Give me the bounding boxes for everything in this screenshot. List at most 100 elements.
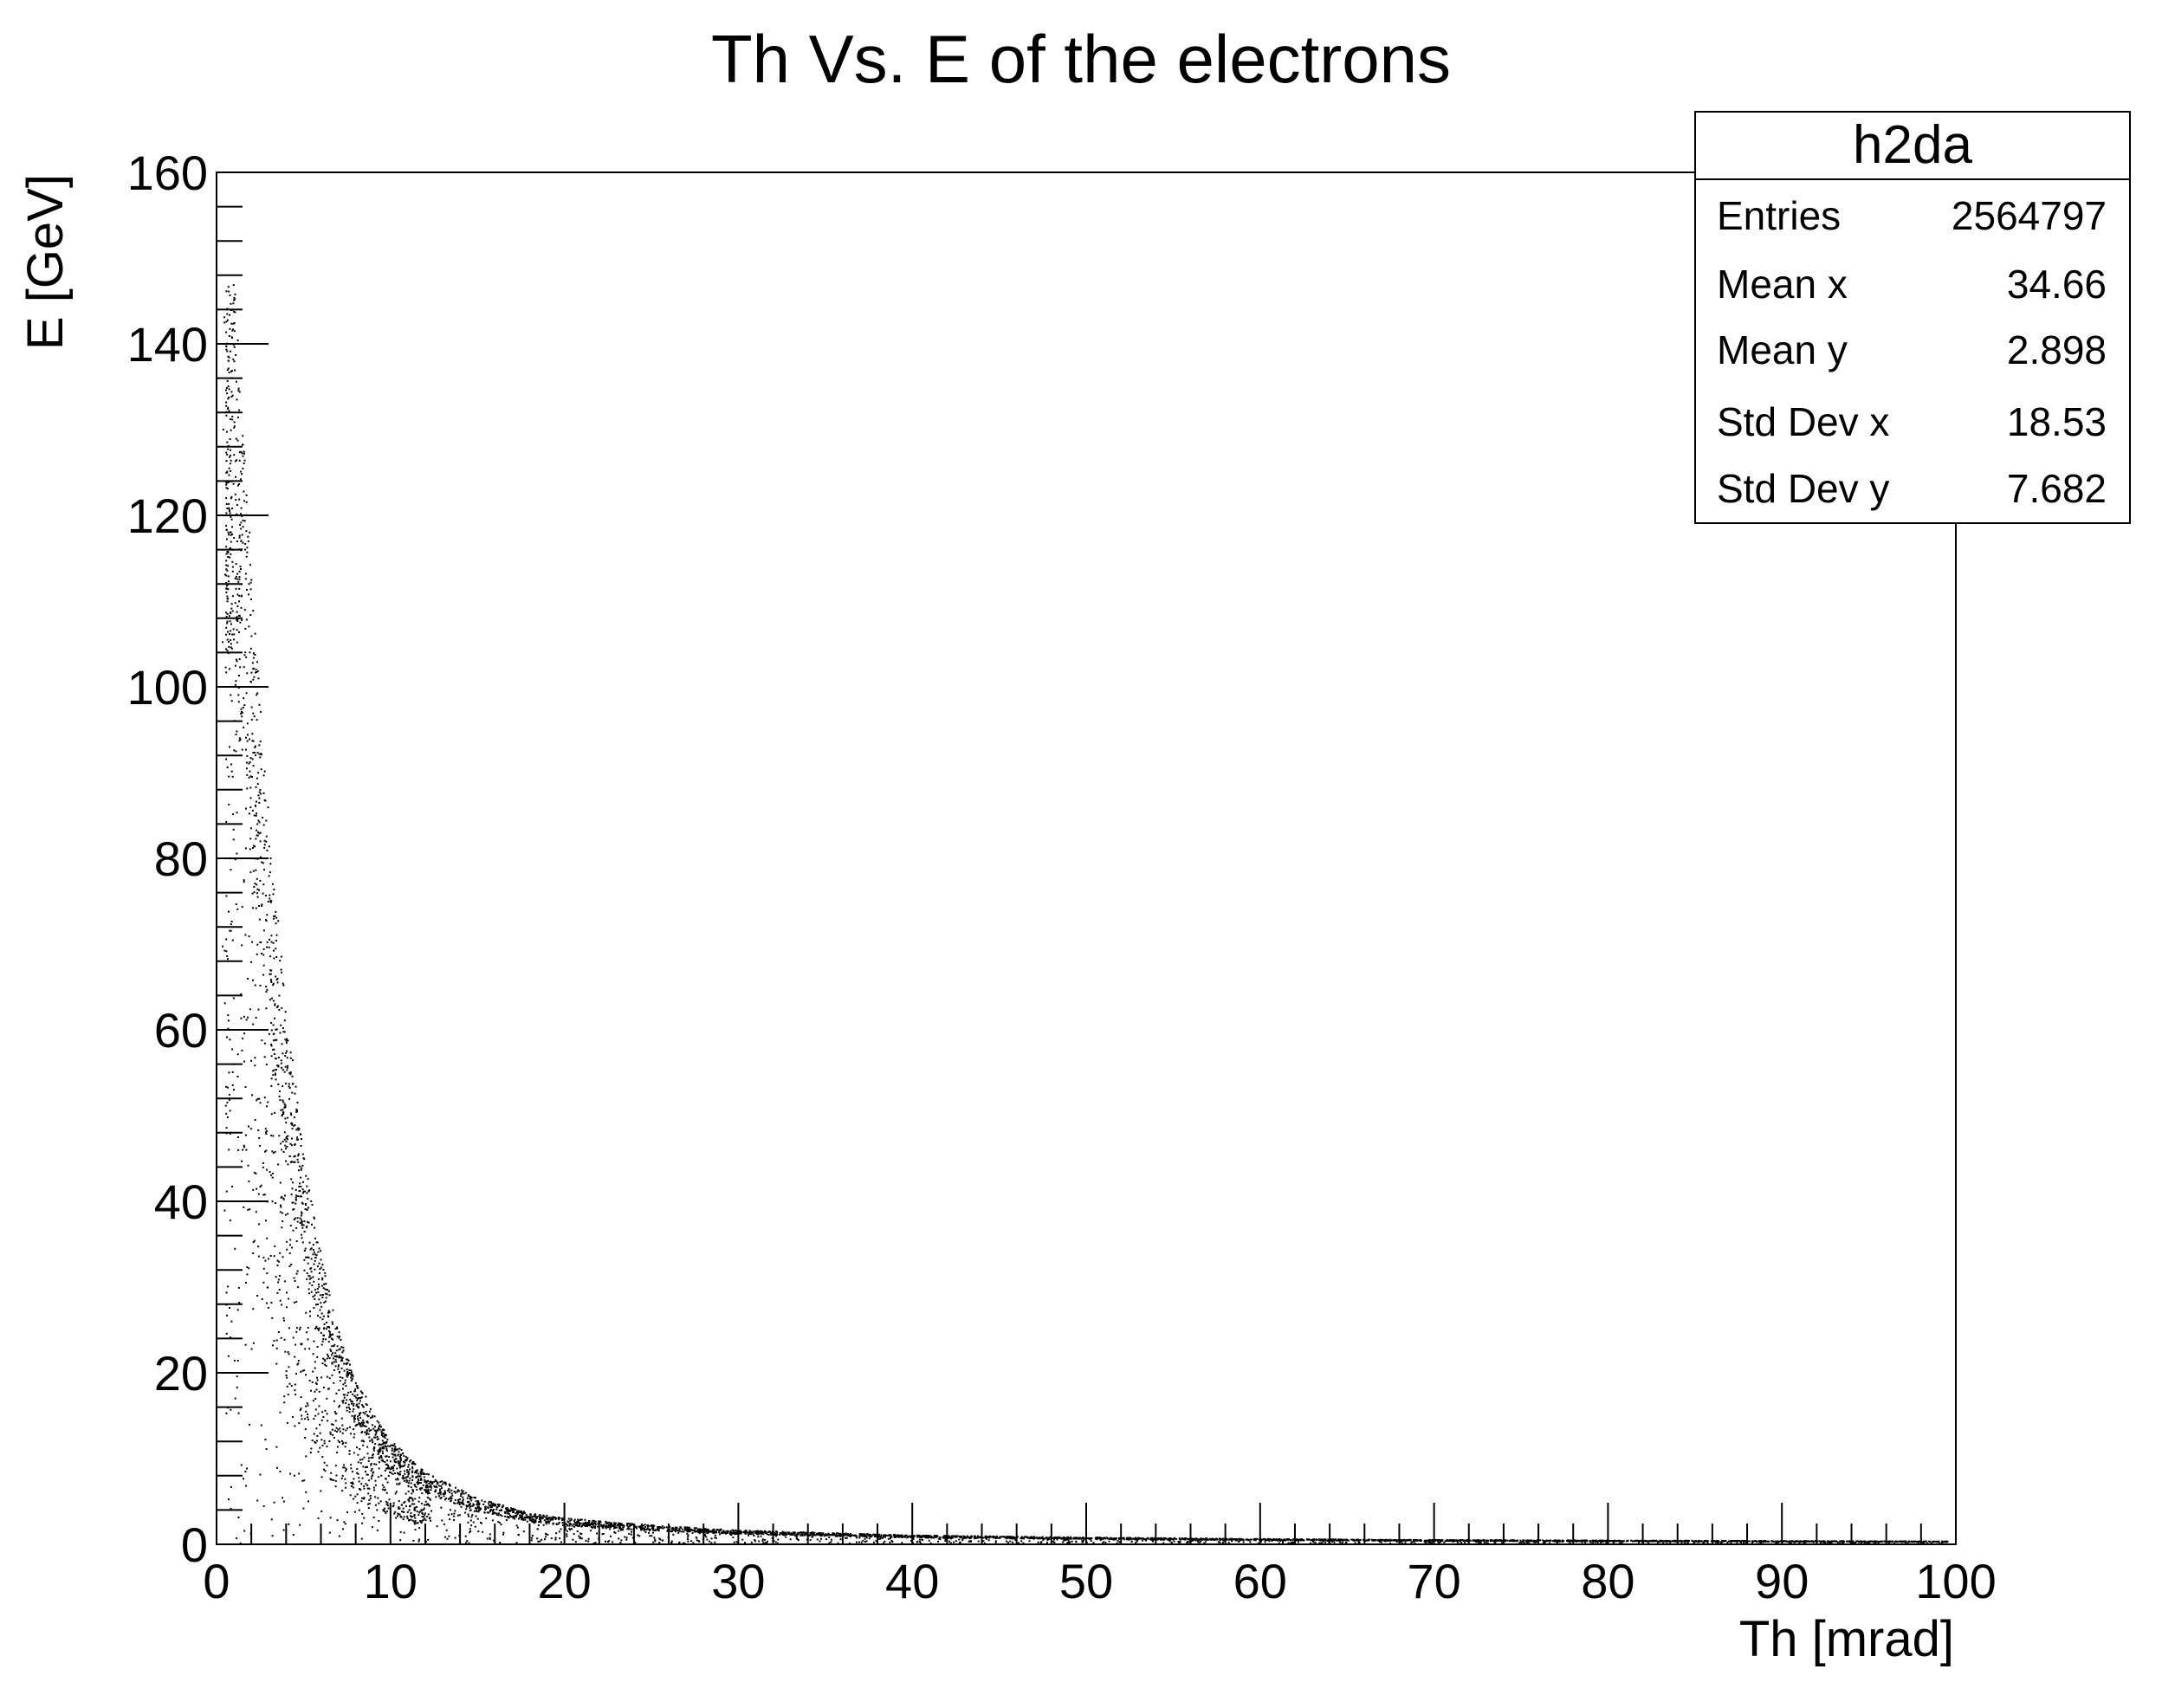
data-point	[1067, 1541, 1070, 1543]
data-point	[952, 1535, 955, 1537]
data-point	[932, 1537, 935, 1539]
data-point	[1581, 1541, 1583, 1543]
data-point	[728, 1531, 731, 1534]
data-point	[567, 1517, 570, 1520]
data-point	[466, 1497, 469, 1499]
data-point	[282, 1099, 284, 1102]
data-point	[1918, 1541, 1920, 1543]
data-point	[279, 1411, 282, 1414]
data-point	[372, 1456, 374, 1459]
data-point	[402, 1476, 405, 1478]
data-point	[346, 1362, 349, 1364]
data-point	[1104, 1537, 1107, 1540]
data-point	[236, 618, 238, 621]
data-point	[1437, 1541, 1440, 1543]
data-point	[250, 706, 253, 708]
data-point	[1108, 1537, 1110, 1540]
data-point	[796, 1533, 798, 1536]
data-point	[405, 1476, 408, 1478]
data-point	[314, 1440, 316, 1443]
data-point	[287, 1116, 289, 1119]
data-point	[439, 1481, 442, 1483]
data-point	[289, 1073, 292, 1076]
data-point	[273, 915, 275, 917]
data-point	[319, 1309, 321, 1311]
data-point	[499, 1514, 502, 1517]
data-point	[534, 1516, 536, 1518]
data-point	[1039, 1542, 1042, 1543]
data-point	[492, 1511, 495, 1514]
data-point	[229, 314, 231, 316]
data-point	[509, 1514, 512, 1517]
data-point	[295, 1327, 298, 1330]
data-point	[227, 565, 230, 567]
data-point	[425, 1491, 427, 1493]
data-point	[992, 1535, 994, 1537]
data-point	[1727, 1540, 1730, 1543]
data-point	[1168, 1540, 1171, 1543]
data-point	[243, 452, 245, 455]
data-point	[262, 792, 265, 794]
data-point	[558, 1522, 560, 1524]
data-point	[922, 1536, 925, 1538]
data-point	[1666, 1541, 1668, 1543]
data-point	[394, 1454, 397, 1457]
data-point	[569, 1519, 572, 1522]
data-point	[1732, 1540, 1734, 1543]
data-point	[298, 1128, 301, 1129]
data-point	[498, 1522, 501, 1524]
data-point	[1328, 1541, 1330, 1543]
data-point	[1893, 1542, 1895, 1544]
data-point	[1809, 1541, 1811, 1543]
data-point	[475, 1515, 477, 1517]
data-point	[1298, 1538, 1300, 1541]
data-point	[378, 1520, 380, 1522]
data-point	[488, 1502, 490, 1504]
data-point	[1881, 1540, 1884, 1543]
data-point	[1061, 1537, 1064, 1540]
data-point	[651, 1535, 653, 1537]
data-point	[825, 1534, 827, 1537]
data-point	[1489, 1539, 1492, 1542]
data-point	[288, 1382, 291, 1385]
data-point	[652, 1541, 655, 1543]
data-point	[361, 1422, 364, 1425]
data-point	[383, 1435, 385, 1438]
data-point	[295, 1394, 297, 1396]
data-point	[439, 1488, 442, 1491]
data-point	[927, 1535, 929, 1537]
data-point	[285, 1141, 288, 1143]
data-point	[1400, 1541, 1402, 1543]
data-point	[270, 1022, 273, 1024]
data-point	[358, 1407, 360, 1409]
data-point	[273, 1052, 275, 1055]
data-point	[340, 1358, 343, 1361]
data-point	[709, 1540, 711, 1543]
data-point	[306, 1208, 308, 1211]
data-point	[1412, 1541, 1414, 1543]
data-point	[1525, 1539, 1527, 1542]
data-point	[1511, 1539, 1513, 1542]
data-point	[225, 348, 228, 351]
data-point	[1729, 1540, 1732, 1543]
data-point	[1062, 1537, 1065, 1539]
data-point	[652, 1529, 654, 1531]
data-point	[230, 495, 233, 498]
data-point	[314, 1237, 316, 1239]
data-point	[382, 1442, 385, 1445]
data-point	[1759, 1542, 1762, 1544]
data-point	[987, 1539, 990, 1542]
data-point	[507, 1512, 509, 1515]
data-point	[236, 504, 238, 506]
data-point	[1377, 1539, 1380, 1541]
data-point	[592, 1524, 594, 1526]
data-point	[1703, 1541, 1706, 1543]
data-point	[233, 638, 236, 641]
data-point	[504, 1515, 507, 1517]
data-point	[249, 614, 252, 616]
data-point	[418, 1527, 421, 1530]
data-point	[1730, 1542, 1732, 1544]
data-point	[378, 1452, 380, 1454]
data-point	[322, 1387, 325, 1388]
data-point	[265, 920, 268, 922]
